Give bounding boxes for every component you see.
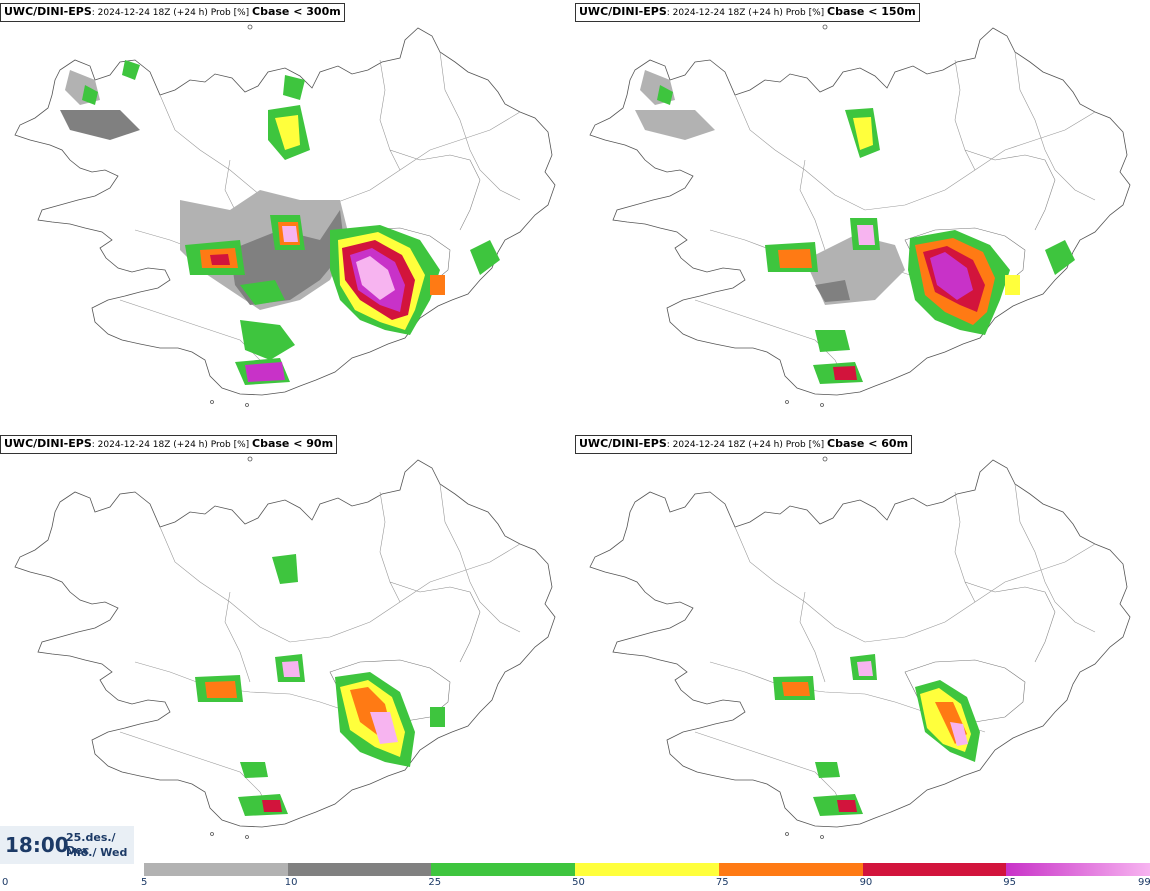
valid-time-box: 18:00 25.des./ Dec Mið./ Wed <box>0 826 134 864</box>
legend-tick-min: 0 <box>2 877 9 888</box>
map-panel-60m: UWC/DINI-EPS: 2024-12-24 18Z (+24 h) Pro… <box>575 432 1150 864</box>
run-info: : 2024-12-24 18Z (+24 h) Prob [%] <box>91 440 253 450</box>
iceland-map <box>14 24 556 407</box>
map-panel-90m: UWC/DINI-EPS: 2024-12-24 18Z (+24 h) Pro… <box>0 432 575 864</box>
run-info: : 2024-12-24 18Z (+24 h) Prob [%] <box>666 8 828 18</box>
legend-tick: 5 <box>141 877 148 888</box>
prob-field <box>635 70 1075 384</box>
legend-bin <box>144 863 288 876</box>
map-panel-150m: UWC/DINI-EPS: 2024-12-24 18Z (+24 h) Pro… <box>575 0 1150 432</box>
prob-field <box>60 60 500 385</box>
model-name: UWC/DINI-EPS <box>579 5 667 18</box>
legend-tick: 75 <box>715 877 729 888</box>
variable-name: Cbase < 300m <box>252 5 341 18</box>
legend-bin <box>575 863 719 876</box>
variable-name: Cbase < 90m <box>252 437 334 450</box>
iceland-map <box>589 456 1131 839</box>
model-name: UWC/DINI-EPS <box>4 437 92 450</box>
iceland-map <box>14 456 556 839</box>
run-info: : 2024-12-24 18Z (+24 h) Prob [%] <box>666 440 828 450</box>
panel-title: UWC/DINI-EPS: 2024-12-24 18Z (+24 h) Pro… <box>0 3 345 22</box>
color-legend <box>144 863 1150 876</box>
legend-tick: 10 <box>284 877 298 888</box>
panel-title: UWC/DINI-EPS: 2024-12-24 18Z (+24 h) Pro… <box>575 3 920 22</box>
model-name: UWC/DINI-EPS <box>4 5 92 18</box>
valid-date: 25.des./ Dec <box>66 831 116 857</box>
legend-bin <box>718 863 863 876</box>
legend-bin <box>1006 863 1150 876</box>
prob-field <box>773 654 980 816</box>
legend-bin <box>862 863 1007 876</box>
prob-field <box>195 554 445 816</box>
variable-name: Cbase < 150m <box>827 5 916 18</box>
map-panel-300m: UWC/DINI-EPS: 2024-12-24 18Z (+24 h) Pro… <box>0 0 575 432</box>
legend-bin <box>431 863 576 876</box>
panel-title: UWC/DINI-EPS: 2024-12-24 18Z (+24 h) Pro… <box>0 435 338 454</box>
valid-time: 18:00 <box>5 833 69 857</box>
legend-tick: 90 <box>859 877 873 888</box>
legend-bin <box>287 863 432 876</box>
legend-tick: 25 <box>428 877 442 888</box>
valid-weekday: Mið./ Wed <box>66 846 128 859</box>
legend-tick: 50 <box>572 877 585 888</box>
panel-title: UWC/DINI-EPS: 2024-12-24 18Z (+24 h) Pro… <box>575 435 913 454</box>
variable-name: Cbase < 60m <box>827 437 909 450</box>
legend-tick: 95 <box>1003 877 1017 888</box>
model-name: UWC/DINI-EPS <box>579 437 667 450</box>
run-info: : 2024-12-24 18Z (+24 h) Prob [%] <box>91 8 253 18</box>
iceland-map <box>589 24 1131 407</box>
legend-tick-max: 99 <box>1138 877 1150 888</box>
